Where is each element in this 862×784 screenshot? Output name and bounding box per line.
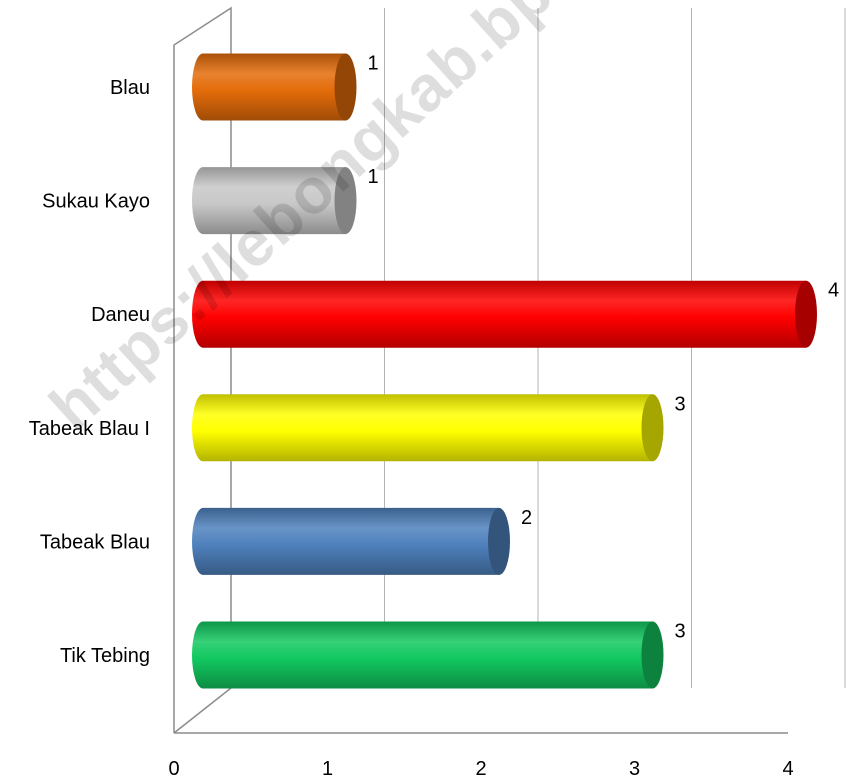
floor-edge xyxy=(173,687,232,734)
x-tick-label: 4 xyxy=(782,758,793,779)
category-label: Sukau Kayo xyxy=(42,191,150,213)
labels: 0 1 2 3 4 Tik Tebing 3 Tabeak Blau 2 Tabeak Blau … xyxy=(29,53,839,781)
bar-end-cap xyxy=(795,280,817,348)
category-label: Tabeak Blau I xyxy=(29,418,150,440)
bar-end-cap xyxy=(641,394,664,462)
x-tick-label: 0 xyxy=(168,758,179,779)
data-label: 4 xyxy=(828,280,839,302)
bar xyxy=(192,394,653,462)
gridlines xyxy=(384,8,846,688)
bar xyxy=(192,53,346,121)
x-tick-label: 2 xyxy=(475,758,486,779)
bar-end-cap xyxy=(641,621,664,689)
x-tick-label: 1 xyxy=(322,758,333,779)
data-label: 1 xyxy=(368,166,379,188)
category-label: Blau xyxy=(110,77,150,99)
back-wall-edge xyxy=(173,6,232,733)
category-label: Tik Tebing xyxy=(60,645,150,667)
category-label: Tabeak Blau xyxy=(40,531,150,553)
bar xyxy=(192,280,806,348)
category-label: Daneu xyxy=(91,304,150,326)
data-label: 3 xyxy=(675,621,686,643)
data-label: 2 xyxy=(521,507,532,529)
bar xyxy=(192,507,499,575)
chart-frame xyxy=(173,6,788,734)
bar-end-cap xyxy=(488,507,510,575)
bar xyxy=(192,621,653,689)
x-tick-label: 3 xyxy=(629,758,640,779)
data-label: 1 xyxy=(368,53,379,75)
bar xyxy=(192,167,346,235)
data-label: 3 xyxy=(675,393,686,415)
bar-end-cap xyxy=(334,53,357,121)
bar-end-cap xyxy=(334,167,357,235)
bars xyxy=(192,53,817,689)
